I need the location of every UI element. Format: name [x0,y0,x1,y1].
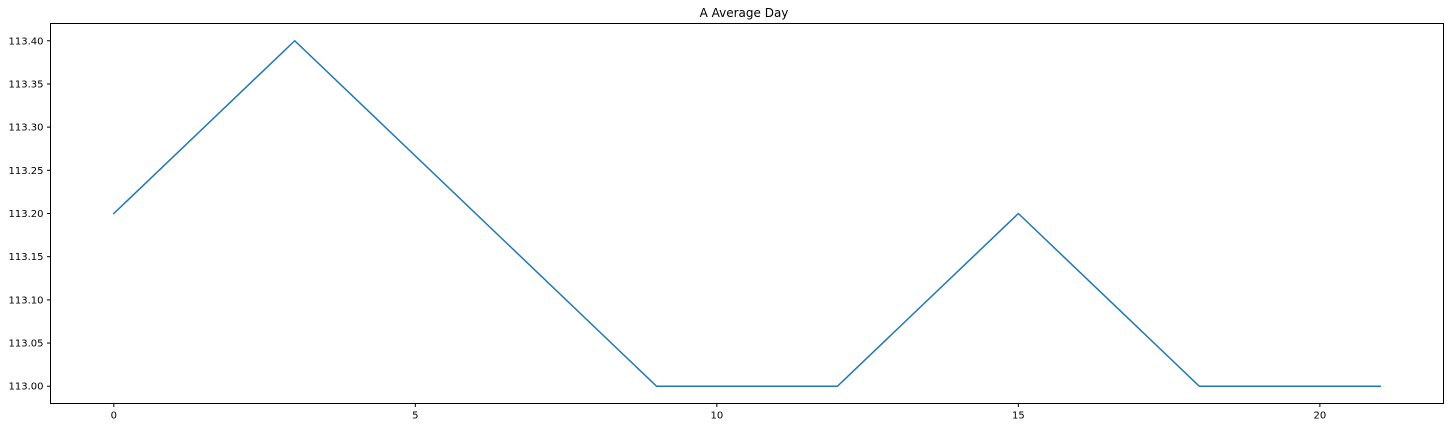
x-axis: 0 5 10 15 20 [111,403,1327,422]
plot-frame [50,23,1444,404]
y-tick-label: 113.05 [9,339,44,350]
y-tick-label: 113.25 [9,166,44,177]
plot-series [112,40,1381,387]
y-tick-label: 113.30 [9,123,44,134]
x-tick-label: 20 [1314,411,1327,422]
x-tick-label: 10 [710,411,723,422]
x-tick-label: 0 [111,411,117,422]
y-tick-label: 113.35 [9,79,44,90]
y-tick-label: 113.00 [9,382,44,393]
series-line [112,40,1381,387]
y-tick-label: 113.10 [9,295,44,306]
y-tick-label: 113.40 [9,36,44,47]
y-tick-label: 113.15 [9,252,44,263]
y-axis: 113.00 113.05 113.10 113.15 113.20 113.25 113.… [9,36,51,393]
x-tick-label: 5 [412,411,418,422]
x-tick-label: 15 [1012,411,1025,422]
y-tick-label: 113.20 [9,209,44,220]
chart-title: A Average Day [700,6,789,20]
